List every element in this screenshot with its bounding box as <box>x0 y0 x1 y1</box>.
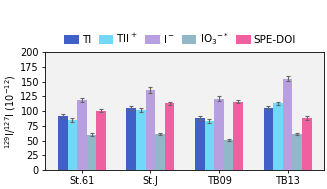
Bar <box>224 140 233 170</box>
Bar <box>127 108 136 170</box>
Bar <box>96 111 106 170</box>
Bar <box>283 79 292 170</box>
Bar <box>292 134 302 170</box>
Bar <box>214 99 224 170</box>
Bar <box>205 121 214 170</box>
Bar <box>67 120 77 170</box>
Bar <box>273 103 283 170</box>
Bar <box>77 100 87 170</box>
Bar <box>58 116 67 170</box>
Y-axis label: $^{129}$I/$^{127}$I (10$^{-12}$): $^{129}$I/$^{127}$I (10$^{-12}$) <box>3 74 18 149</box>
Bar <box>146 90 155 170</box>
Bar <box>87 135 96 170</box>
Bar <box>302 118 312 170</box>
Bar <box>136 110 146 170</box>
Bar <box>195 118 205 170</box>
Legend: TI, TII$^+$, I$^-$, IO$_3$$^{-*}$, SPE-DOI: TI, TII$^+$, I$^-$, IO$_3$$^{-*}$, SPE-D… <box>64 32 296 47</box>
Bar <box>233 102 243 170</box>
Bar <box>155 134 165 170</box>
Bar <box>165 103 174 170</box>
Bar <box>264 108 273 170</box>
